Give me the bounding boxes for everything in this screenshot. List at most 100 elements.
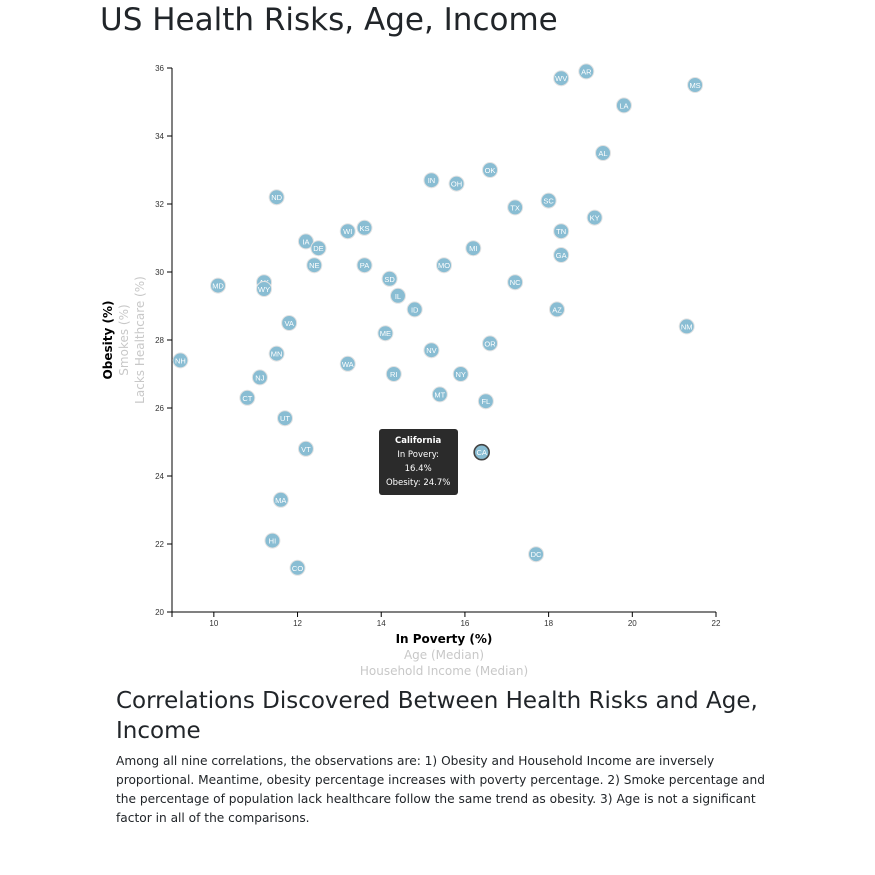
state-marker-ut[interactable]: UT bbox=[276, 410, 293, 427]
state-marker-tn[interactable]: TN bbox=[553, 223, 570, 240]
state-circle[interactable] bbox=[268, 345, 285, 362]
state-marker-mo[interactable]: MO bbox=[436, 257, 452, 274]
y-axis-option[interactable]: Lacks Healthcare (%) bbox=[133, 276, 147, 404]
state-circle[interactable] bbox=[297, 233, 314, 250]
y-axis-option[interactable]: Obesity (%) bbox=[101, 301, 115, 380]
state-circle[interactable] bbox=[356, 257, 373, 274]
state-circle[interactable] bbox=[482, 335, 499, 352]
state-marker-wv[interactable]: WV bbox=[553, 70, 570, 87]
state-marker-nv[interactable]: NV bbox=[423, 342, 440, 359]
state-marker-id[interactable]: ID bbox=[406, 301, 423, 318]
state-circle[interactable] bbox=[436, 257, 452, 274]
state-marker-ia[interactable]: IA bbox=[297, 233, 314, 250]
state-marker-sc[interactable]: SC bbox=[540, 192, 557, 209]
state-marker-hi[interactable]: HI bbox=[264, 532, 281, 549]
state-circle[interactable] bbox=[615, 97, 632, 114]
state-marker-sd[interactable]: SD bbox=[381, 270, 398, 287]
state-marker-tx[interactable]: TX bbox=[507, 199, 524, 216]
state-circle[interactable] bbox=[339, 223, 356, 240]
state-marker-ky[interactable]: KY bbox=[586, 209, 603, 226]
state-marker-dc[interactable]: DC bbox=[528, 546, 545, 563]
state-marker-nc[interactable]: NC bbox=[507, 274, 524, 291]
state-marker-nj[interactable]: NJ bbox=[251, 369, 268, 386]
state-marker-wi[interactable]: WI bbox=[339, 223, 356, 240]
state-circle[interactable] bbox=[289, 559, 306, 576]
state-circle[interactable] bbox=[553, 223, 570, 240]
state-circle[interactable] bbox=[507, 274, 524, 291]
state-marker-il[interactable]: IL bbox=[389, 287, 406, 304]
state-circle[interactable] bbox=[452, 366, 469, 382]
state-marker-ny[interactable]: NY bbox=[452, 366, 469, 382]
state-circle[interactable] bbox=[406, 301, 423, 318]
state-circle[interactable] bbox=[239, 389, 256, 406]
state-circle[interactable] bbox=[339, 355, 356, 372]
state-circle[interactable] bbox=[381, 270, 398, 287]
state-circle[interactable] bbox=[210, 277, 227, 294]
state-circle[interactable] bbox=[477, 393, 494, 410]
state-marker-nm[interactable]: NM bbox=[678, 318, 695, 335]
state-marker-va[interactable]: VA bbox=[281, 315, 298, 331]
state-marker-al[interactable]: AL bbox=[595, 145, 612, 161]
state-circle[interactable] bbox=[687, 77, 704, 93]
state-marker-ct[interactable]: CT bbox=[239, 389, 256, 406]
x-axis-option[interactable]: In Poverty (%) bbox=[396, 632, 493, 646]
state-circle[interactable] bbox=[578, 63, 595, 80]
state-circle[interactable] bbox=[377, 325, 394, 342]
state-circle[interactable] bbox=[423, 342, 440, 359]
state-marker-oh[interactable]: OH bbox=[448, 175, 465, 192]
state-circle[interactable] bbox=[553, 247, 570, 263]
state-circle[interactable] bbox=[276, 410, 293, 427]
state-marker-ri[interactable]: RI bbox=[385, 366, 402, 382]
state-marker-ga[interactable]: GA bbox=[553, 247, 570, 263]
state-marker-mt[interactable]: MT bbox=[431, 386, 448, 403]
state-circle[interactable] bbox=[431, 386, 448, 403]
state-circle[interactable] bbox=[385, 366, 402, 382]
state-marker-ks[interactable]: KS bbox=[356, 219, 373, 236]
state-circle[interactable] bbox=[448, 175, 465, 192]
state-circle[interactable] bbox=[595, 145, 612, 161]
state-marker-or[interactable]: OR bbox=[482, 335, 499, 352]
state-circle[interactable] bbox=[482, 162, 499, 178]
state-marker-de[interactable]: DE bbox=[310, 240, 327, 257]
state-circle[interactable] bbox=[586, 209, 603, 226]
y-axis-option[interactable]: Smokes (%) bbox=[117, 304, 131, 375]
state-circle[interactable] bbox=[389, 287, 406, 304]
state-circle[interactable] bbox=[306, 257, 323, 274]
x-axis-option[interactable]: Household Income (Median) bbox=[360, 664, 528, 678]
state-marker-la[interactable]: LA bbox=[615, 97, 632, 114]
state-marker-pa[interactable]: PA bbox=[356, 257, 373, 274]
state-marker-ms[interactable]: MS bbox=[687, 77, 704, 93]
state-marker-ok[interactable]: OK bbox=[482, 162, 499, 178]
state-marker-ma[interactable]: MA bbox=[272, 491, 289, 508]
state-marker-vt[interactable]: VT bbox=[297, 440, 314, 457]
state-marker-me[interactable]: ME bbox=[377, 325, 394, 342]
state-circle[interactable] bbox=[473, 443, 490, 461]
state-circle[interactable] bbox=[507, 199, 524, 216]
state-circle[interactable] bbox=[548, 301, 565, 318]
x-axis-option[interactable]: Age (Median) bbox=[404, 648, 484, 662]
state-circle[interactable] bbox=[297, 440, 314, 457]
state-marker-ne[interactable]: NE bbox=[306, 257, 323, 274]
state-marker-mn[interactable]: MN bbox=[268, 345, 285, 362]
state-circle[interactable] bbox=[264, 532, 281, 549]
state-marker-wy[interactable]: WY bbox=[256, 281, 273, 297]
state-circle[interactable] bbox=[553, 70, 570, 87]
state-marker-wa[interactable]: WA bbox=[339, 355, 356, 372]
state-circle[interactable] bbox=[423, 172, 440, 189]
state-marker-ca[interactable]: CA bbox=[473, 443, 490, 461]
state-circle[interactable] bbox=[356, 219, 373, 236]
state-circle[interactable] bbox=[540, 192, 557, 209]
state-marker-nh[interactable]: NH bbox=[172, 352, 189, 369]
state-circle[interactable] bbox=[251, 369, 268, 386]
state-marker-co[interactable]: CO bbox=[289, 559, 306, 576]
state-marker-mi[interactable]: MI bbox=[465, 240, 482, 257]
state-circle[interactable] bbox=[678, 318, 695, 335]
state-marker-md[interactable]: MD bbox=[210, 277, 227, 294]
state-circle[interactable] bbox=[528, 546, 545, 563]
state-marker-in[interactable]: IN bbox=[423, 172, 440, 189]
state-circle[interactable] bbox=[310, 240, 327, 257]
state-circle[interactable] bbox=[465, 240, 482, 257]
state-circle[interactable] bbox=[281, 315, 298, 331]
state-marker-ar[interactable]: AR bbox=[578, 63, 595, 80]
state-marker-nd[interactable]: ND bbox=[268, 189, 285, 206]
